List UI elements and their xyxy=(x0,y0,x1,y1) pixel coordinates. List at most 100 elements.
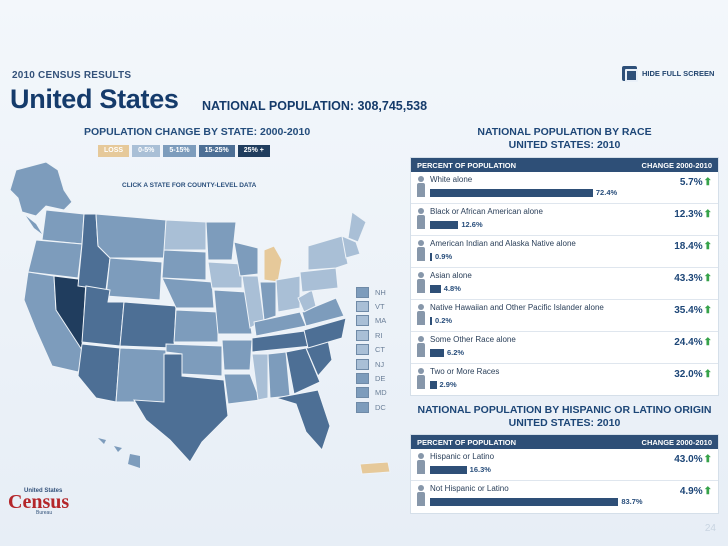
state-alaska[interactable] xyxy=(9,161,73,217)
legend-chip: 0-5% xyxy=(132,145,161,157)
state-north-carolina[interactable] xyxy=(303,317,347,349)
state-arkansas[interactable] xyxy=(221,339,253,371)
state-wisconsin[interactable] xyxy=(233,241,259,277)
person-icon xyxy=(417,208,425,230)
race-col-percent: PERCENT OF POPULATION xyxy=(417,160,517,170)
state-nebraska[interactable] xyxy=(161,277,215,309)
small-state-item[interactable]: VT xyxy=(356,299,387,313)
small-state-swatch[interactable] xyxy=(356,329,369,341)
state-pennsylvania[interactable] xyxy=(299,267,339,293)
state-florida[interactable] xyxy=(275,389,331,451)
state-kansas[interactable] xyxy=(173,309,219,343)
census-kicker: 2010 CENSUS RESULTS xyxy=(12,70,132,81)
hispanic-change: 4.9%⬆ xyxy=(680,486,712,497)
state-maine[interactable] xyxy=(347,211,367,243)
state-west-virginia[interactable] xyxy=(297,289,317,313)
race-percent-value: 4.8% xyxy=(443,284,461,293)
small-state-label: CT xyxy=(375,345,385,355)
small-state-item[interactable]: NH xyxy=(356,285,387,299)
race-row: Some Other Race alone 6.2% 24.4%⬆ xyxy=(411,332,718,364)
race-percent-bar xyxy=(430,285,441,293)
state-south-dakota[interactable] xyxy=(161,249,207,281)
race-change-value: 43.3% xyxy=(674,273,703,284)
fullscreen-icon xyxy=(622,66,638,82)
hispanic-percent-bar xyxy=(430,498,619,506)
territory-puerto-rico[interactable] xyxy=(359,461,391,475)
state-georgia[interactable] xyxy=(285,347,321,395)
small-state-item[interactable]: DC xyxy=(356,400,387,414)
person-icon xyxy=(417,336,425,358)
race-change-value: 18.4% xyxy=(674,241,703,252)
state-montana[interactable] xyxy=(95,213,167,259)
small-state-swatch[interactable] xyxy=(356,301,369,313)
state-mississippi[interactable] xyxy=(251,353,269,401)
hispanic-title: NATIONAL POPULATION BY HISPANIC OR LATIN… xyxy=(417,404,712,416)
race-percent-value: 72.4% xyxy=(595,188,618,197)
race-change: 43.3%⬆ xyxy=(674,273,712,284)
state-new-york[interactable] xyxy=(307,235,349,271)
hispanic-percent-value: 16.3% xyxy=(469,465,491,474)
race-change-value: 12.3% xyxy=(674,209,703,220)
race-row-label: American Indian and Alaska Native alone xyxy=(430,239,576,248)
state-wyoming[interactable] xyxy=(105,257,163,301)
state-alabama[interactable] xyxy=(267,351,291,399)
small-state-swatch[interactable] xyxy=(356,344,369,356)
hispanic-panel: PERCENT OF POPULATION CHANGE 2000-2010 H… xyxy=(410,434,719,514)
small-state-label: NJ xyxy=(375,359,385,369)
hide-full-screen-label: HIDE FULL SCREEN xyxy=(642,69,715,78)
hispanic-row-label: Not Hispanic or Latino xyxy=(430,484,509,493)
small-state-swatch[interactable] xyxy=(356,358,369,370)
state-missouri[interactable] xyxy=(213,289,253,335)
race-change: 35.4%⬆ xyxy=(674,305,712,316)
small-state-label: MA xyxy=(375,316,387,326)
small-state-item[interactable]: NJ xyxy=(356,357,387,371)
us-state-map[interactable] xyxy=(6,150,401,495)
up-arrow-icon: ⬆ xyxy=(703,369,712,380)
state-michigan[interactable] xyxy=(263,245,283,283)
small-state-item[interactable]: CT xyxy=(356,343,387,357)
state-alaska-tail xyxy=(26,216,42,234)
state-new-mexico[interactable] xyxy=(115,347,167,403)
state-new-england[interactable] xyxy=(341,235,361,259)
hispanic-row: Not Hispanic or Latino 83.7% 4.9%⬆ xyxy=(411,481,718,513)
state-oregon[interactable] xyxy=(27,239,83,279)
hispanic-change-value: 4.9% xyxy=(679,486,703,497)
legend-chip: LOSS xyxy=(98,145,130,157)
hispanic-percent-bar xyxy=(430,466,467,474)
small-state-swatch[interactable] xyxy=(356,315,369,327)
race-change: 32.0%⬆ xyxy=(674,369,712,380)
state-washington[interactable] xyxy=(41,209,85,245)
race-subtitle: UNITED STATES: 2010 xyxy=(508,139,621,151)
race-change-value: 32.0% xyxy=(674,369,703,380)
small-state-swatch[interactable] xyxy=(356,286,369,298)
hispanic-row: Hispanic or Latino 16.3% 43.0%⬆ xyxy=(411,449,718,481)
small-state-item[interactable]: MA xyxy=(356,314,387,328)
state-hawaii[interactable] xyxy=(98,438,140,468)
race-percent-bar xyxy=(430,381,437,389)
race-title: NATIONAL POPULATION BY RACE xyxy=(477,126,652,138)
state-minnesota[interactable] xyxy=(205,221,237,261)
hide-full-screen-button[interactable]: HIDE FULL SCREEN xyxy=(622,66,715,82)
small-state-item[interactable]: MD xyxy=(356,386,387,400)
race-percent-bar xyxy=(430,189,593,197)
state-indiana[interactable] xyxy=(259,281,277,321)
state-arizona[interactable] xyxy=(77,343,121,403)
race-row-label: Black or African American alone xyxy=(430,207,543,216)
state-louisiana[interactable] xyxy=(223,373,261,405)
small-state-item[interactable]: RI xyxy=(356,328,387,342)
small-state-swatch[interactable] xyxy=(356,401,369,413)
state-colorado[interactable] xyxy=(119,301,177,349)
census-bureau-logo: United States Census Bureau xyxy=(8,488,69,516)
small-state-item[interactable]: DE xyxy=(356,371,387,385)
page-number: 24 xyxy=(704,523,716,534)
small-state-label: NH xyxy=(375,287,386,297)
state-iowa[interactable] xyxy=(207,261,243,289)
race-percent-value: 2.9% xyxy=(439,380,457,389)
state-north-dakota[interactable] xyxy=(163,219,207,251)
small-state-swatch[interactable] xyxy=(356,387,369,399)
state-ohio[interactable] xyxy=(275,275,301,313)
hispanic-col-change: CHANGE 2000-2010 xyxy=(641,437,712,447)
state-virginia[interactable] xyxy=(301,297,345,327)
small-state-swatch[interactable] xyxy=(356,373,369,385)
state-texas[interactable] xyxy=(133,353,229,463)
